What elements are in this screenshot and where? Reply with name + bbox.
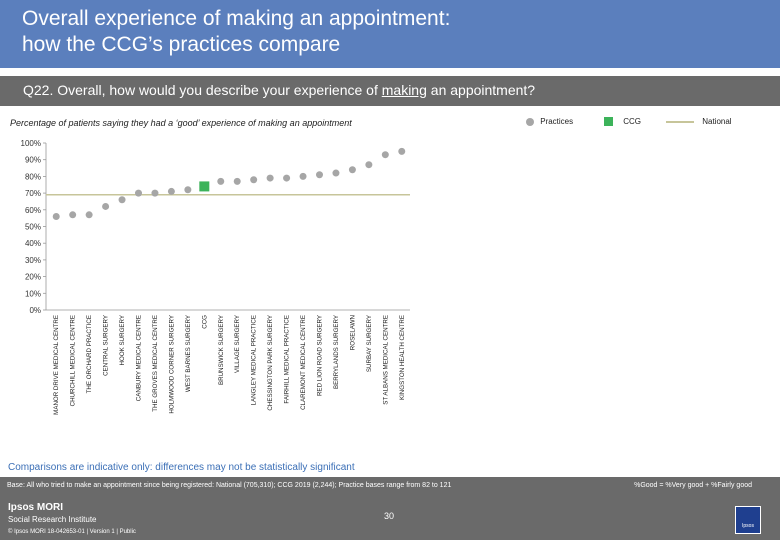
- x-tick-label: VILLAGE SURGERY: [234, 315, 241, 373]
- y-tick-label: 40%: [25, 239, 41, 248]
- legend-national-marker: [666, 120, 694, 123]
- legend-practices-marker: [526, 117, 534, 126]
- y-tick-label: 0%: [29, 306, 41, 315]
- x-tick-label: CCG: [201, 315, 208, 329]
- x-tick-label: CENTRAL SURGERY: [103, 315, 110, 376]
- practice-point: [250, 176, 258, 184]
- x-tick-label: CHURCHILL MEDICAL CENTRE: [70, 315, 77, 406]
- practice-point: [233, 177, 241, 185]
- legend-national: National: [666, 117, 732, 126]
- x-tick-label: SURBAY SURGERY: [366, 315, 373, 372]
- x-tick-label: BRUNSWICK SURGERY: [218, 315, 225, 385]
- chart-subtitle: Percentage of patients saying they had a…: [10, 118, 352, 128]
- practice-point: [332, 169, 340, 177]
- x-tick-label: HOLMWOOD CORNER SURGERY: [168, 315, 175, 414]
- y-tick-label: 80%: [25, 172, 41, 181]
- practice-point: [316, 171, 323, 179]
- practice-point: [52, 212, 60, 220]
- x-tick-label: MANOR DRIVE MEDICAL CENTRE: [53, 315, 60, 415]
- x-tick-label: CHESSINGTON PARK SURGERY: [267, 315, 274, 411]
- footer-bar: [0, 477, 780, 540]
- practice-point: [69, 211, 77, 219]
- x-tick-label: ST ALBANS MEDICAL CENTRE: [382, 315, 389, 405]
- x-tick-label: KINGSTON HEALTH CENTRE: [399, 315, 406, 400]
- x-tick-label: THE ORCHARD PRACTICE: [86, 315, 93, 393]
- legend-ccg: CCG: [604, 117, 642, 127]
- practice-point: [217, 177, 225, 185]
- page-title: Overall experience of making an appointm…: [22, 7, 451, 56]
- x-tick-label: RED LION ROAD SURGERY: [317, 315, 324, 396]
- good-definition: %Good = %Very good + %Fairly good: [634, 482, 752, 489]
- ipsos-mori-logo: Ipsos MORI: [8, 502, 64, 513]
- y-tick-label: 100%: [21, 139, 41, 148]
- question-after: an appointment?: [426, 82, 536, 98]
- legend-ccg-label: CCG: [623, 117, 642, 127]
- question-before: Q22. Overall, how would you describe you…: [23, 82, 382, 98]
- x-tick-label: CLAREMONT MEDICAL CENTRE: [300, 315, 307, 410]
- question-underlined: making: [381, 82, 427, 98]
- ipsos-badge-icon: Ipsos: [735, 506, 761, 534]
- practice-point: [398, 147, 406, 155]
- legend-ccg-marker: [604, 117, 613, 127]
- practice-point: [266, 174, 274, 182]
- practice-point: [348, 166, 356, 174]
- y-tick-label: 70%: [25, 189, 41, 198]
- page-number: 30: [384, 511, 395, 521]
- sri-logo-text: Social Research Institute: [8, 515, 97, 524]
- question-text: Q22. Overall, how would you describe you…: [23, 82, 535, 98]
- x-tick-label: LANGLEY MEDICAL PRACTICE: [251, 315, 258, 405]
- x-tick-label: WEST BARNES SURGERY: [185, 315, 192, 392]
- header-bar: [0, 0, 780, 68]
- x-tick-label: THE GROVES MEDICAL CENTRE: [152, 315, 159, 412]
- x-tick-label: HOOK SURGERY: [119, 315, 126, 365]
- copyright-text: © Ipsos MORI 18-042653-01 | Version 1 | …: [8, 529, 136, 535]
- x-tick-label: BERRYLANDS SURGERY: [333, 315, 340, 389]
- practice-point: [299, 172, 307, 180]
- practice-point: [85, 211, 93, 219]
- practice-point: [283, 174, 291, 182]
- ipsos-badge-text: Ipsos: [742, 523, 754, 529]
- practice-point: [135, 189, 142, 197]
- comparison-note: Comparisons are indicative only: differe…: [8, 462, 355, 473]
- ccg-marker: [199, 181, 210, 192]
- base-note: Base: All who tried to make an appointme…: [7, 482, 452, 489]
- legend-practices: Practices: [526, 117, 573, 126]
- y-tick-label: 30%: [25, 256, 41, 265]
- legend-national-label: National: [702, 117, 732, 127]
- practice-point: [118, 196, 126, 204]
- scatter-chart: 0% 10% 20% 30% 40% 50% 60% 70% 80% 90% 100% MANOR D…: [21, 139, 410, 415]
- question-bar: [0, 76, 780, 106]
- practice-point: [102, 202, 110, 210]
- y-tick-label: 60%: [25, 206, 41, 215]
- legend-practices-label: Practices: [540, 117, 574, 127]
- practice-point: [365, 161, 373, 169]
- practice-point: [381, 151, 389, 159]
- x-tick-label: CANBURY MEDICAL CENTRE: [136, 315, 143, 401]
- y-tick-label: 50%: [25, 223, 41, 232]
- y-tick-label: 10%: [25, 289, 41, 298]
- practice-point: [167, 187, 175, 195]
- practice-point: [151, 189, 159, 197]
- practice-point: [184, 186, 192, 194]
- y-tick-label: 20%: [25, 273, 41, 282]
- x-tick-label: FAIRHILL MEDICAL PRACTICE: [284, 315, 291, 404]
- y-tick-label: 90%: [25, 156, 41, 165]
- x-tick-label: ROSELAWN: [349, 315, 356, 350]
